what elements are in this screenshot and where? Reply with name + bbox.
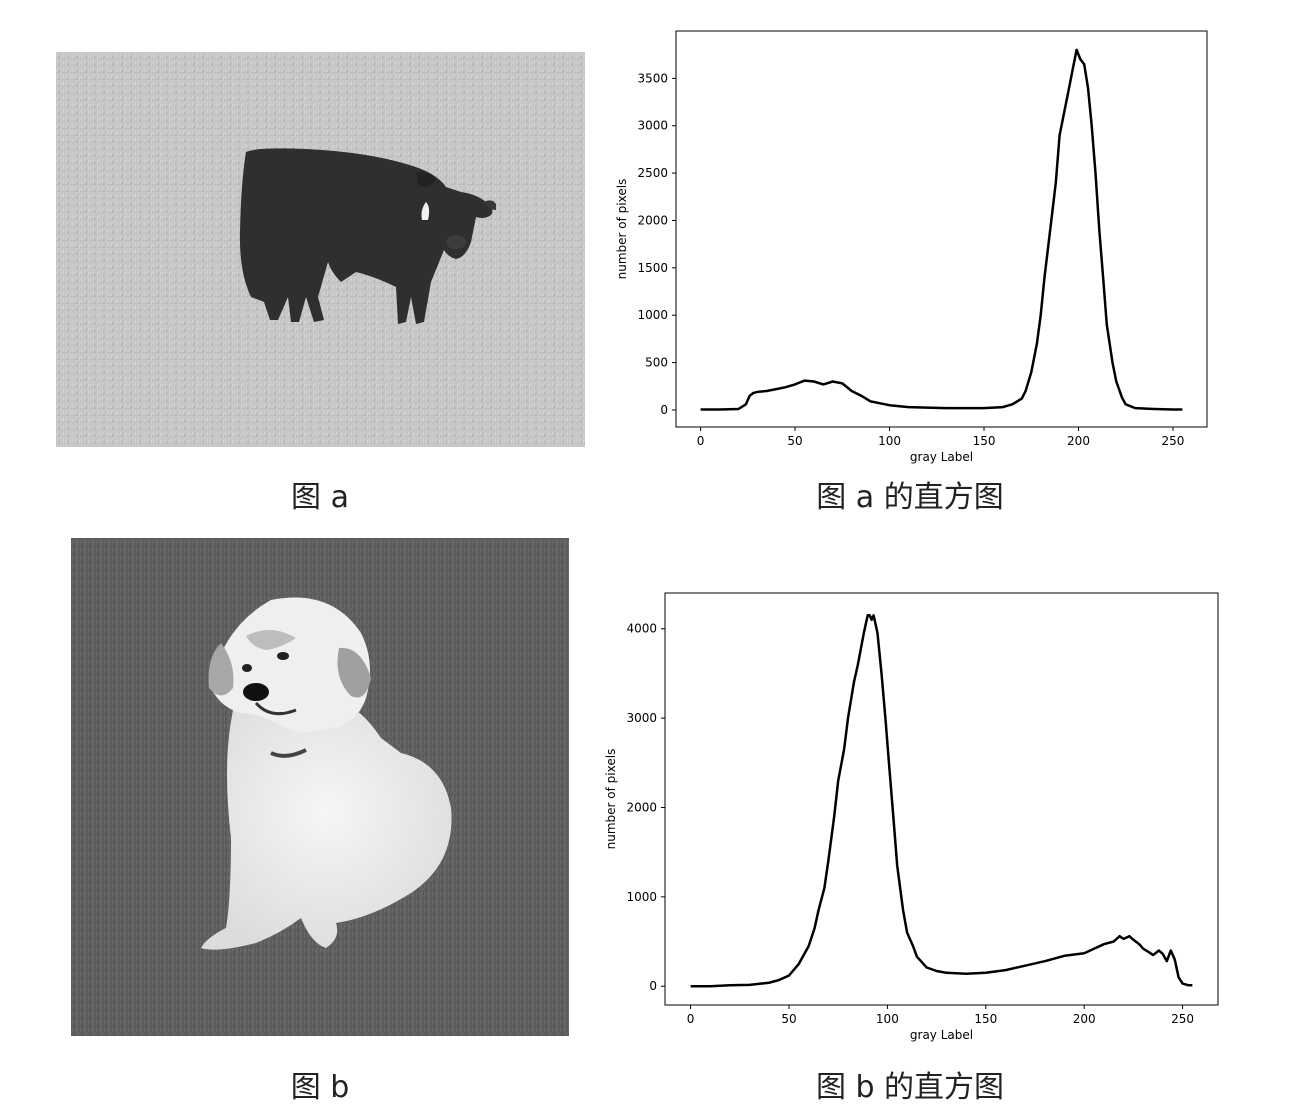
x-tick-label: 100 — [878, 434, 901, 448]
y-axis-label: number of pixels — [604, 749, 618, 850]
puppy-on-grass-icon — [71, 538, 569, 1036]
y-tick-label: 4000 — [626, 622, 657, 636]
caption-image-b: 图 b — [290, 1070, 350, 1105]
cow-in-field-icon — [56, 52, 585, 447]
caption-image-a: 图 a — [291, 480, 349, 515]
y-tick-label: 1000 — [626, 890, 657, 904]
histogram-b: 0 50 100 150 200 250 0 1000 2000 3000 4000 gray Lab… — [590, 580, 1230, 1055]
x-tick-label: 50 — [781, 1012, 796, 1026]
x-tick-label: 250 — [1171, 1012, 1194, 1026]
y-tick-label: 3500 — [637, 71, 668, 85]
y-tick-label: 2500 — [637, 166, 668, 180]
x-tick-label: 0 — [687, 1012, 695, 1026]
x-axis-label: gray Label — [910, 450, 973, 464]
caption-histogram-b: 图 b 的直方图 — [815, 1070, 1005, 1105]
plot-frame — [664, 592, 1219, 1006]
y-tick-label: 2000 — [626, 800, 657, 814]
x-tick-label: 200 — [1067, 434, 1090, 448]
histogram-b-svg: 0 50 100 150 200 250 0 1000 2000 3000 4000 gray Lab… — [604, 592, 1219, 1042]
histogram-a-svg: 0 50 100 150 200 2500500100015002000250030003… — [615, 30, 1208, 464]
histogram-line — [700, 48, 1183, 411]
x-tick-label: 50 — [787, 434, 802, 448]
x-tick-label: 0 — [697, 434, 705, 448]
y-tick-label: 3000 — [637, 119, 668, 133]
histogram-a: 0 50 100 150 200 250 0 500 1000 1500 2000 2500 3000 3… — [600, 20, 1220, 470]
y-axis-label: number of pixels — [615, 179, 629, 280]
x-axis-label: gray Label — [910, 1028, 973, 1042]
puppy-photo — [71, 538, 569, 1036]
y-tick-label: 2000 — [637, 213, 668, 227]
histogram-line — [690, 614, 1193, 988]
x-tick-label: 150 — [973, 434, 996, 448]
y-tick-label: 0 — [649, 979, 657, 993]
cow-photo — [56, 52, 585, 447]
x-tick-label: 100 — [876, 1012, 899, 1026]
y-tick-label: 1500 — [637, 261, 668, 275]
y-tick-label: 0 — [660, 403, 668, 417]
y-tick-label: 1000 — [637, 308, 668, 322]
x-tick-label: 150 — [974, 1012, 997, 1026]
x-tick-label: 250 — [1162, 434, 1185, 448]
y-tick-label: 500 — [645, 356, 668, 370]
plot-frame — [675, 30, 1208, 428]
caption-histogram-a: 图 a 的直方图 — [816, 480, 1004, 515]
y-tick-label: 3000 — [626, 711, 657, 725]
x-tick-label: 200 — [1073, 1012, 1096, 1026]
